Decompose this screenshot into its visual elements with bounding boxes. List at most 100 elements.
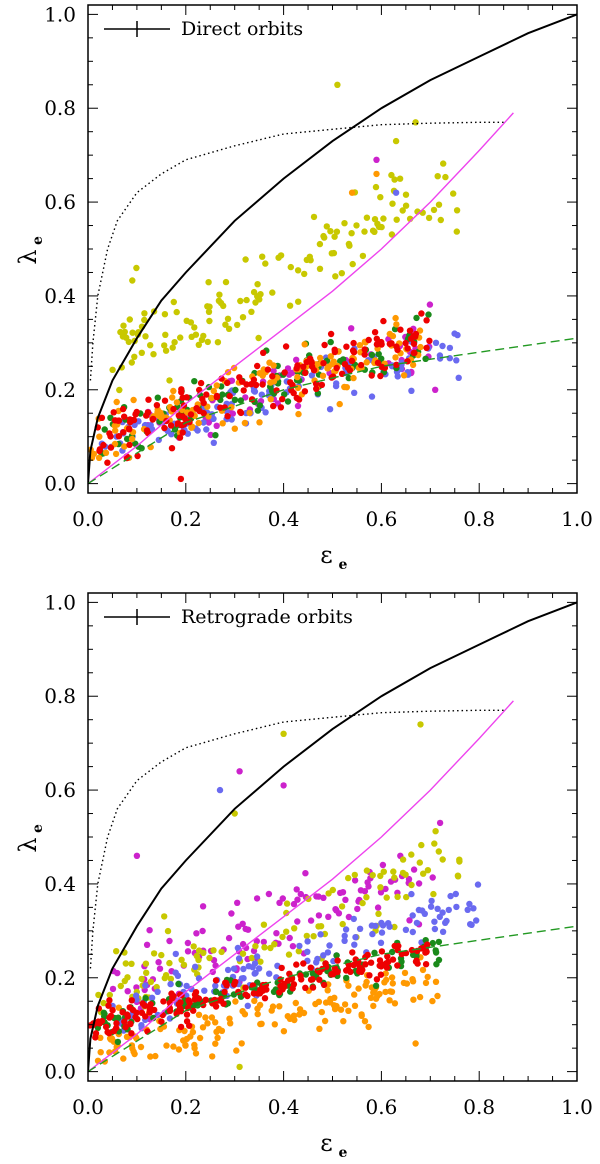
point-blue	[351, 941, 358, 948]
point-blue	[413, 919, 421, 927]
point-blue	[445, 906, 452, 914]
point-magenta	[143, 941, 151, 948]
point-red	[161, 424, 168, 432]
point-yellow	[369, 872, 376, 879]
point-orange	[391, 1000, 399, 1007]
point-yellow	[250, 288, 258, 296]
point-outlier	[236, 1063, 243, 1071]
point-red	[371, 329, 379, 336]
point-red	[322, 960, 329, 967]
point-orange	[187, 1033, 194, 1040]
point-blue	[453, 903, 460, 911]
point-yellow	[237, 297, 244, 305]
point-orange	[120, 1055, 127, 1062]
point-red	[170, 405, 177, 413]
point-orange	[294, 373, 301, 381]
point-red	[121, 413, 128, 420]
point-magenta	[293, 886, 300, 893]
point-red	[343, 343, 350, 350]
point-red	[422, 961, 430, 968]
point-yellow	[126, 316, 133, 323]
point-red	[373, 976, 381, 983]
point-red	[277, 404, 285, 411]
point-blue	[431, 918, 438, 925]
point-red	[313, 385, 320, 392]
point-orange	[331, 994, 338, 1001]
point-red	[362, 961, 369, 968]
point-blue	[326, 406, 334, 413]
point-yellow	[359, 252, 367, 260]
point-orange	[392, 314, 399, 322]
point-outlier	[432, 386, 439, 393]
point-yellow	[195, 341, 202, 348]
point-yellow	[351, 871, 358, 879]
point-green	[327, 338, 334, 346]
point-orange	[350, 374, 357, 382]
point-blue	[240, 965, 247, 973]
point-blue	[304, 938, 311, 945]
point-blue	[224, 966, 232, 974]
point-orange	[321, 1017, 329, 1025]
point-red	[331, 348, 339, 356]
point-magenta	[253, 938, 260, 945]
point-orange	[318, 1008, 325, 1016]
point-orange	[102, 449, 110, 456]
point-yellow	[252, 943, 259, 950]
point-red	[254, 990, 262, 997]
x-tick-label: 0.0	[72, 507, 104, 531]
point-orange	[196, 1034, 204, 1042]
point-yellow	[106, 991, 114, 999]
point-yellow	[389, 200, 396, 207]
point-red	[374, 359, 382, 366]
point-blue	[453, 357, 460, 364]
point-blue	[251, 970, 258, 977]
point-red	[223, 982, 230, 989]
point-blue	[415, 906, 423, 914]
point-red	[128, 1030, 135, 1037]
point-blue	[427, 903, 435, 910]
point-red	[389, 956, 397, 963]
point-magenta	[379, 861, 387, 869]
point-red	[102, 1023, 110, 1031]
point-blue	[446, 355, 453, 362]
y-tick-label: 0.4	[44, 284, 76, 308]
y-tick-label: 1.0	[44, 590, 76, 614]
point-yellow	[138, 349, 145, 356]
point-blue	[262, 409, 269, 416]
point-red	[224, 379, 231, 387]
point-yellow	[225, 325, 233, 332]
point-orange	[355, 985, 362, 992]
point-yellow	[255, 334, 262, 342]
point-orange	[370, 1002, 377, 1010]
point-red	[109, 1007, 116, 1014]
point-yellow	[113, 948, 120, 955]
point-green	[101, 426, 108, 433]
point-orange	[97, 1049, 104, 1056]
point-red	[350, 349, 358, 356]
point-yellow	[150, 351, 157, 358]
point-red	[373, 335, 380, 342]
point-red	[423, 317, 430, 324]
point-red	[282, 343, 290, 350]
x-axis-label: ε	[320, 541, 332, 569]
point-yellow	[178, 956, 185, 963]
point-yellow	[372, 183, 380, 191]
point-red	[368, 372, 375, 379]
point-yellow	[131, 353, 138, 360]
point-blue	[408, 387, 415, 394]
point-blue	[451, 330, 458, 337]
point-magenta	[239, 920, 246, 927]
point-orange	[424, 973, 431, 981]
point-blue	[439, 928, 447, 935]
model-curves	[88, 13, 577, 485]
top-panel: 0.0 0.2 0.4 0.6 0.8 1.00.00.20.40.60.81.0ε eλe…	[14, 2, 593, 573]
point-yellow	[128, 960, 135, 967]
point-yellow	[295, 948, 302, 955]
point-yellow	[180, 961, 188, 969]
point-yellow	[338, 270, 345, 277]
point-red	[293, 394, 300, 402]
point-yellow	[214, 339, 222, 346]
point-yellow	[222, 278, 230, 286]
point-orange	[97, 1034, 104, 1042]
point-yellow	[435, 848, 442, 855]
